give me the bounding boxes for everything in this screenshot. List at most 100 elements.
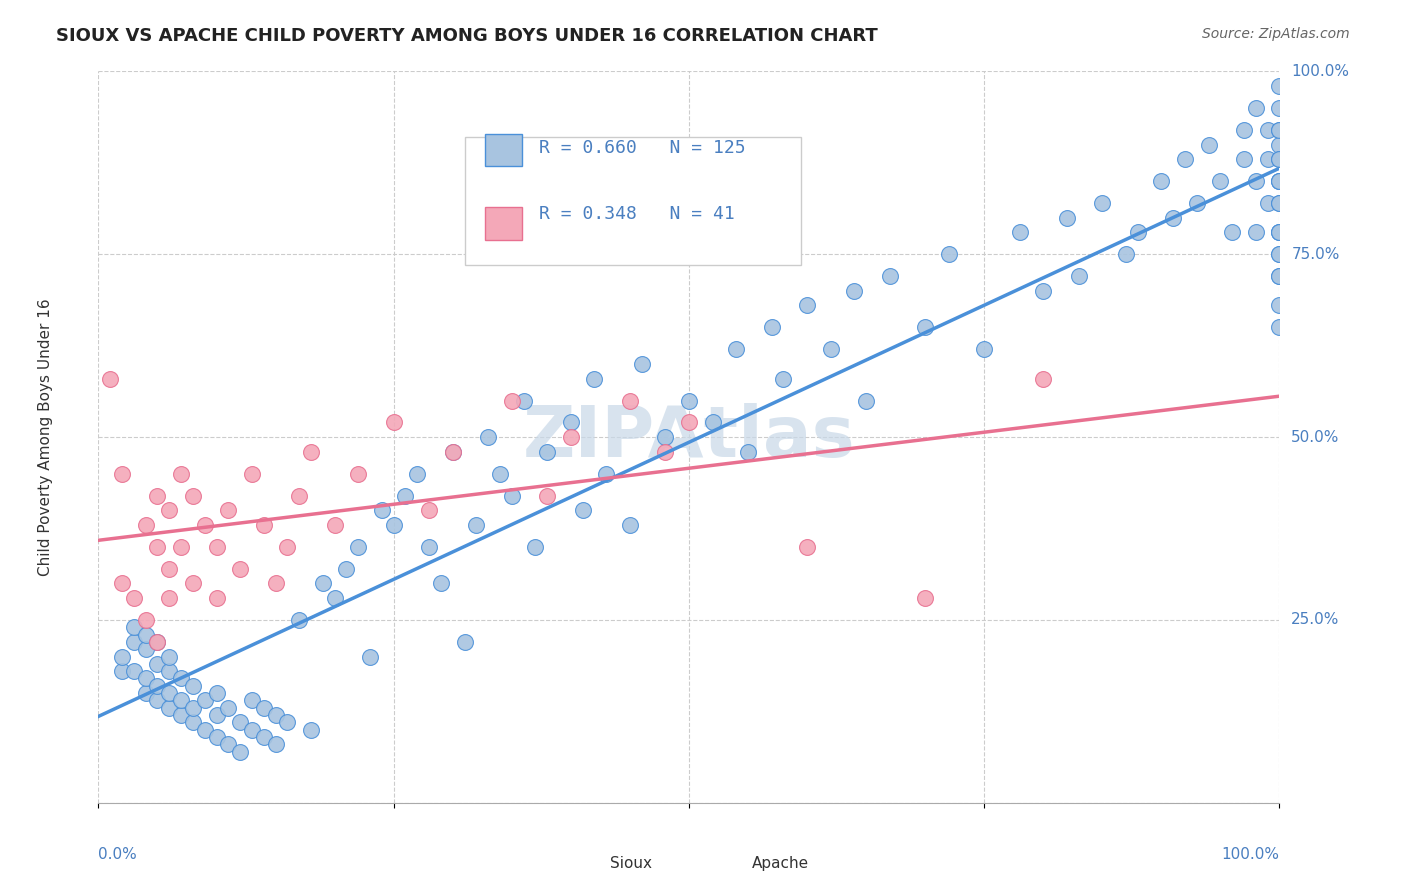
Point	[1268, 123, 1291, 137]
Point	[654, 430, 676, 444]
Point	[157, 686, 180, 700]
Text: 100.0%: 100.0%	[1222, 847, 1279, 862]
Point	[146, 635, 169, 649]
Point	[1257, 196, 1279, 211]
Text: 75.0%: 75.0%	[1291, 247, 1340, 261]
Point	[820, 343, 842, 357]
Text: 100.0%: 100.0%	[1291, 64, 1350, 78]
Point	[299, 444, 322, 458]
Point	[1268, 101, 1291, 115]
Point	[796, 298, 818, 312]
Point	[1056, 211, 1078, 225]
Point	[240, 467, 263, 481]
Point	[441, 444, 464, 458]
Point	[111, 664, 134, 678]
Point	[1268, 225, 1291, 239]
Text: Child Poverty Among Boys Under 16: Child Poverty Among Boys Under 16	[38, 298, 53, 576]
Point	[595, 467, 617, 481]
Point	[1244, 101, 1267, 115]
Point	[323, 517, 346, 532]
Point	[111, 649, 134, 664]
Text: 50.0%: 50.0%	[1291, 430, 1340, 444]
Text: 0.0%: 0.0%	[98, 847, 138, 862]
Point	[1257, 152, 1279, 166]
Text: Apache: Apache	[752, 856, 808, 871]
Point	[844, 284, 866, 298]
Point	[288, 613, 311, 627]
Text: SIOUX VS APACHE CHILD POVERTY AMONG BOYS UNDER 16 CORRELATION CHART: SIOUX VS APACHE CHILD POVERTY AMONG BOYS…	[56, 27, 877, 45]
Point	[524, 540, 547, 554]
Point	[146, 679, 169, 693]
Point	[122, 664, 145, 678]
Point	[1268, 78, 1291, 93]
Text: Source: ZipAtlas.com: Source: ZipAtlas.com	[1202, 27, 1350, 41]
Point	[217, 700, 239, 714]
Point	[1268, 269, 1291, 284]
Point	[157, 503, 180, 517]
Point	[264, 576, 287, 591]
Point	[1032, 371, 1054, 385]
Point	[371, 503, 394, 517]
Point	[1268, 225, 1291, 239]
Point	[855, 393, 877, 408]
Point	[323, 591, 346, 605]
Point	[312, 576, 335, 591]
Point	[583, 371, 606, 385]
FancyBboxPatch shape	[464, 137, 801, 265]
Point	[725, 343, 748, 357]
Point	[146, 635, 169, 649]
Point	[1268, 247, 1291, 261]
Point	[264, 737, 287, 751]
Point	[796, 540, 818, 554]
Point	[135, 686, 157, 700]
Point	[111, 467, 134, 481]
Point	[170, 540, 193, 554]
Point	[288, 489, 311, 503]
Point	[1268, 247, 1291, 261]
Point	[157, 562, 180, 576]
Point	[157, 649, 180, 664]
Point	[536, 444, 558, 458]
Point	[181, 700, 204, 714]
Point	[146, 489, 169, 503]
Point	[938, 247, 960, 261]
Point	[1268, 137, 1291, 152]
Point	[181, 489, 204, 503]
Point	[1268, 269, 1291, 284]
Point	[253, 517, 276, 532]
Point	[157, 664, 180, 678]
Point	[394, 489, 416, 503]
Point	[253, 700, 276, 714]
Bar	[571, 856, 599, 874]
Point	[1091, 196, 1114, 211]
Point	[501, 393, 523, 408]
Point	[335, 562, 357, 576]
Point	[560, 416, 582, 430]
Point	[205, 708, 228, 723]
Point	[1268, 152, 1291, 166]
Point	[111, 576, 134, 591]
Point	[135, 517, 157, 532]
Point	[477, 430, 499, 444]
Point	[1220, 225, 1243, 239]
Point	[501, 489, 523, 503]
Point	[1008, 225, 1031, 239]
Point	[1268, 152, 1291, 166]
Point	[914, 591, 936, 605]
Point	[135, 627, 157, 641]
Point	[465, 517, 488, 532]
Point	[702, 416, 724, 430]
Point	[135, 672, 157, 686]
Point	[122, 620, 145, 634]
Bar	[713, 856, 741, 874]
Point	[347, 467, 370, 481]
Text: Sioux: Sioux	[610, 856, 652, 871]
Point	[1174, 152, 1197, 166]
Point	[406, 467, 429, 481]
Point	[122, 635, 145, 649]
Point	[914, 320, 936, 334]
Point	[264, 708, 287, 723]
Point	[418, 503, 440, 517]
Point	[194, 723, 217, 737]
Point	[879, 269, 901, 284]
